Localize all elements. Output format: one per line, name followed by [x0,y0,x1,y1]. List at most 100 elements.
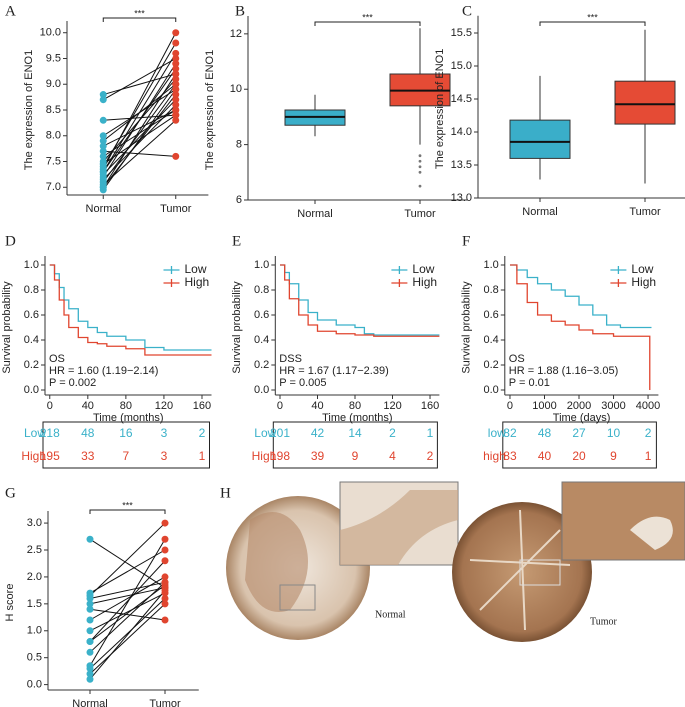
x-tick-label: Normal [72,698,107,707]
x-tick-label: Normal [297,208,332,220]
y-tick-label: 0.6 [254,309,269,321]
point [172,54,180,62]
x-tick-label: 160 [421,400,439,412]
x-axis-label: Time (months) [93,412,164,424]
y-tick-label: 0.4 [254,334,269,346]
risk-count: 48 [538,426,552,440]
panel-letter: C [462,3,472,19]
point [172,116,180,124]
risk-row-label: High [21,449,46,463]
y-tick-label: 1.5 [27,598,42,610]
y-axis-label: H score [4,584,16,622]
significance-bracket [102,17,177,22]
x-tick-label: Tumor [629,206,661,218]
risk-count: 9 [610,449,617,463]
survival-curve [49,264,212,356]
risk-count: 83 [503,449,517,463]
point [86,670,94,678]
significance-label: *** [122,500,133,510]
point [99,168,107,176]
risk-count: 40 [538,449,552,463]
risk-count: 42 [311,426,325,440]
x-tick-label: 2000 [567,400,591,412]
x-tick-label: 120 [383,400,401,412]
risk-count: 198 [270,449,290,463]
point [172,49,180,57]
significance-bracket [539,21,646,26]
y-tick-label: 0.2 [24,359,39,371]
risk-count: 195 [40,449,60,463]
significance-bracket [89,509,166,514]
outlier [418,165,422,169]
x-tick-label: 0 [47,400,53,412]
y-tick-label: 14.5 [451,93,472,105]
point [99,137,107,145]
y-tick-label: 8 [236,139,242,151]
risk-count: 9 [352,449,359,463]
x-tick-label: Tumor [404,208,436,220]
pair-line [89,608,166,621]
x-tick-label: 40 [311,400,323,412]
point [86,592,94,600]
x-tick-label: 160 [193,400,211,412]
risk-table [42,421,210,469]
point [161,616,169,624]
point [99,91,107,99]
outlier [418,159,422,163]
pair-line [89,560,166,642]
pair-line [102,63,177,178]
significance-label: *** [134,8,145,18]
y-axis-label: Survival probability [231,281,243,374]
point [86,675,94,683]
point [161,586,169,594]
y-axis-label: Survival probability [1,281,13,374]
risk-count: 1 [645,449,652,463]
risk-count: 1 [199,449,206,463]
y-tick-label: 1.0 [27,625,42,637]
pair-line [102,104,177,180]
risk-count: 3 [161,426,168,440]
point [86,616,94,624]
y-tick-label: 0.5 [27,652,42,664]
point [172,152,180,160]
point [86,605,94,613]
y-axis-label: The expression of ENO1 [434,49,446,169]
point [99,186,107,194]
y-tick-label: 13.0 [451,192,472,204]
pair-line [89,592,166,632]
survival-curve [509,264,652,329]
y-tick-label: 0.6 [484,309,499,321]
risk-count: 48 [81,426,95,440]
annotation: DSS [279,353,302,365]
y-tick-label: 12 [230,28,242,40]
risk-count: 2 [645,426,652,440]
point [86,627,94,635]
y-tick-label: 1.0 [484,259,499,271]
significance-bracket [314,21,421,26]
pair-line [102,99,177,175]
x-tick-label: Tumor [149,698,181,707]
legend-symbol [391,266,408,274]
point [172,75,180,83]
panel-letter: G [5,485,16,501]
x-tick-label: Normal [86,203,121,215]
pair-line [103,73,176,96]
y-tick-label: 15.5 [451,27,472,39]
risk-count: 7 [123,449,130,463]
risk-count: 33 [81,449,95,463]
risk-table [272,421,438,469]
panel-letter: B [235,3,245,19]
legend-label: High [185,275,210,289]
y-tick-label: 0.0 [27,679,42,691]
y-tick-label: 10 [230,83,242,95]
y-tick-label: 0.8 [484,284,499,296]
panel-letter: D [5,233,16,249]
risk-row-label: low [488,426,506,440]
x-tick-label: Normal [522,206,557,218]
pair-line [89,576,166,621]
pair-line [102,53,177,173]
point [161,535,169,543]
y-tick-label: 0.8 [254,284,269,296]
risk-count: 201 [270,426,290,440]
x-tick-label: 40 [82,400,94,412]
